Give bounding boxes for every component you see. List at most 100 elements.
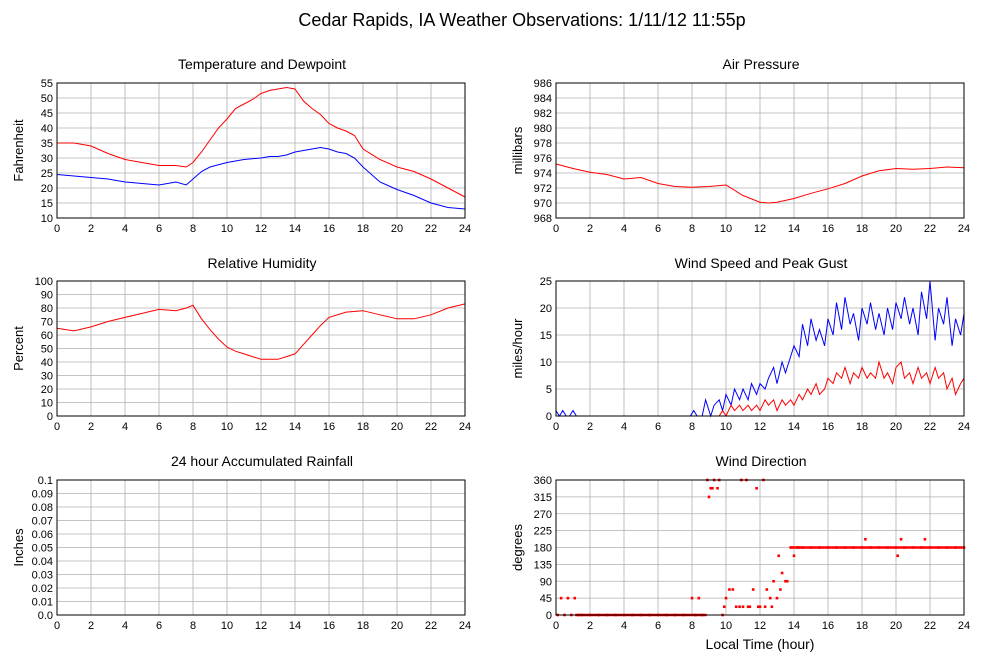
x-tick-label: 18 xyxy=(856,421,868,433)
data-point xyxy=(935,546,938,549)
data-point xyxy=(830,546,833,549)
data-point xyxy=(806,546,809,549)
data-point xyxy=(944,546,947,549)
y-tick-label: 45 xyxy=(540,593,552,605)
y-tick-label: 45 xyxy=(41,108,53,120)
y-tick-label: 0.08 xyxy=(32,502,53,514)
data-point xyxy=(755,486,758,490)
x-tick-label: 16 xyxy=(323,223,335,235)
y-tick-label: 270 xyxy=(534,509,552,521)
data-point xyxy=(833,546,836,549)
data-point xyxy=(882,546,886,549)
plot-frame xyxy=(555,479,965,616)
data-point xyxy=(881,546,884,549)
data-point xyxy=(864,537,867,541)
x-tick-label: 0 xyxy=(553,223,559,235)
y-axis-label: millibars xyxy=(510,126,525,174)
data-point xyxy=(757,605,760,609)
data-point xyxy=(835,546,838,549)
series-line-0 xyxy=(555,280,965,418)
x-tick-label: 16 xyxy=(822,421,834,433)
x-tick-label: 18 xyxy=(856,620,868,632)
y-tick-label: 0.04 xyxy=(32,556,53,568)
data-point xyxy=(734,605,738,609)
x-tick-label: 14 xyxy=(788,421,800,433)
y-tick-label: 974 xyxy=(534,168,552,180)
data-point xyxy=(796,546,799,549)
y-tick-label: 0.09 xyxy=(32,489,53,501)
data-point xyxy=(945,546,949,549)
chart-title: Temperature and Dewpoint xyxy=(178,56,346,72)
data-point xyxy=(789,546,792,549)
x-tick-label: 10 xyxy=(720,421,732,433)
series-line-1 xyxy=(556,360,965,418)
x-tick-label: 16 xyxy=(323,421,335,433)
x-tick-label: 14 xyxy=(289,223,301,235)
x-tick-label: 24 xyxy=(958,223,970,235)
x-tick-label: 14 xyxy=(289,620,301,632)
x-tick-label: 22 xyxy=(924,620,936,632)
x-tick-label: 8 xyxy=(689,620,695,632)
data-point xyxy=(850,546,853,549)
data-point xyxy=(828,546,831,549)
y-tick-label: 984 xyxy=(534,93,552,105)
y-tick-label: 35 xyxy=(41,138,53,150)
plot-frame xyxy=(56,82,466,219)
data-point xyxy=(925,546,928,549)
data-point xyxy=(775,596,779,600)
data-point xyxy=(723,605,726,609)
data-point xyxy=(957,546,961,549)
data-point xyxy=(731,588,735,591)
data-point xyxy=(804,546,808,549)
data-point xyxy=(779,588,782,591)
data-point xyxy=(780,571,784,575)
data-point xyxy=(876,546,879,549)
plot-frame xyxy=(555,82,965,219)
data-point xyxy=(869,546,872,549)
x-tick-label: 10 xyxy=(221,620,233,632)
data-point xyxy=(956,546,959,549)
data-point xyxy=(826,546,830,549)
x-tick-label: 4 xyxy=(122,620,128,632)
data-point xyxy=(838,546,842,549)
data-point xyxy=(823,546,826,549)
y-tick-label: 100 xyxy=(35,276,53,288)
x-tick-label: 8 xyxy=(689,421,695,433)
x-tick-label: 4 xyxy=(122,223,128,235)
data-point xyxy=(808,546,811,549)
data-point xyxy=(961,546,964,549)
data-point xyxy=(825,546,828,549)
data-point xyxy=(893,546,896,549)
y-tick-label: 970 xyxy=(534,198,552,210)
x-tick-label: 20 xyxy=(391,421,403,433)
x-tick-label: 2 xyxy=(88,421,94,433)
data-point xyxy=(840,546,843,549)
x-axis-label: Local Time (hour) xyxy=(706,636,815,652)
y-tick-label: 80 xyxy=(41,303,53,315)
data-point xyxy=(765,588,769,591)
data-point xyxy=(905,546,908,549)
x-tick-label: 12 xyxy=(255,421,267,433)
data-point xyxy=(884,546,887,549)
x-tick-label: 4 xyxy=(621,421,627,433)
x-tick-label: 24 xyxy=(958,620,970,632)
y-tick-label: 40 xyxy=(41,123,53,135)
data-point xyxy=(864,546,867,549)
data-point xyxy=(809,546,813,549)
x-tick-label: 16 xyxy=(822,223,834,235)
data-point xyxy=(857,546,860,549)
data-point xyxy=(803,546,806,549)
x-tick-label: 14 xyxy=(788,223,800,235)
data-point xyxy=(768,596,772,600)
x-tick-label: 2 xyxy=(587,223,593,235)
data-point xyxy=(792,554,796,558)
data-point xyxy=(791,546,794,549)
data-point xyxy=(942,546,945,549)
data-point xyxy=(709,486,712,490)
data-point xyxy=(913,546,916,549)
x-tick-label: 10 xyxy=(720,620,732,632)
x-tick-label: 16 xyxy=(323,620,335,632)
